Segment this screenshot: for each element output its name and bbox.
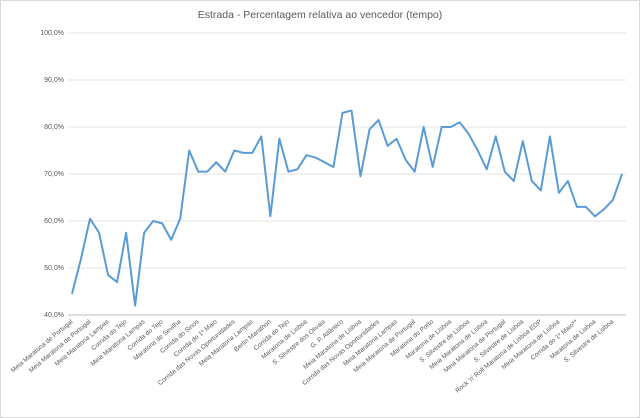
chart-title: Estrada - Percentagem relativa ao venced… — [198, 9, 443, 21]
y-tick-label: 60,0% — [44, 218, 64, 225]
data-line — [71, 109, 623, 307]
y-tick-label: 90,0% — [44, 77, 64, 84]
y-tick-label: 100,0% — [40, 30, 64, 37]
y-tick-label: 70,0% — [44, 171, 64, 178]
y-tick-label: 80,0% — [44, 124, 64, 131]
y-tick-label: 40,0% — [44, 312, 64, 319]
y-tick-label: 50,0% — [44, 265, 64, 272]
